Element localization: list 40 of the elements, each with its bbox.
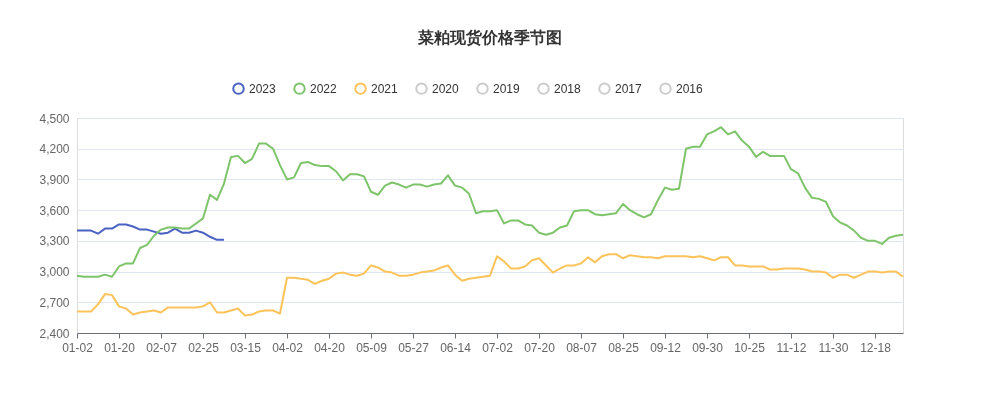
x-tick-label: 01-20 (104, 340, 136, 355)
x-tick-label: 03-15 (230, 340, 262, 355)
x-tick-label: 07-20 (524, 340, 556, 355)
x-tick-label: 04-20 (314, 340, 346, 355)
x-tick-label: 02-07 (146, 340, 178, 355)
chart-title: 菜粕现货价格季节图 (417, 29, 562, 47)
legend-label: 2022 (310, 81, 338, 96)
legend-label: 2016 (676, 81, 704, 96)
y-tick-label: 4,500 (39, 111, 70, 126)
x-tick-label: 08-07 (566, 340, 598, 355)
y-tick-label: 3,300 (39, 234, 70, 249)
x-tick-label: 11-30 (818, 340, 849, 355)
x-tick-label: 09-30 (692, 340, 724, 355)
legend-label: 2018 (554, 81, 582, 96)
x-tick-label: 02-25 (188, 340, 220, 355)
line-series (76, 126, 904, 278)
legend-label: 2023 (249, 81, 277, 96)
x-tick-label: 09-12 (650, 340, 682, 355)
y-tick-label: 3,900 (39, 172, 70, 187)
y-tick-label: 3,600 (39, 203, 70, 218)
x-tick-label: 05-27 (398, 340, 430, 355)
x-tick-label: 11-12 (776, 340, 807, 355)
x-tick-label: 07-02 (482, 340, 514, 355)
legend-label: 2021 (371, 81, 399, 96)
x-tick-label: 10-25 (734, 340, 766, 355)
x-tick-label: 01-02 (62, 340, 94, 355)
y-tick-label: 3,000 (39, 265, 70, 280)
x-tick-label: 12-18 (860, 340, 892, 355)
x-tick-label: 05-09 (356, 340, 388, 355)
line-series (76, 253, 904, 317)
legend-label: 2017 (615, 81, 643, 96)
line-series (76, 223, 225, 241)
x-tick-label: 06-14 (440, 340, 472, 355)
y-tick-label: 2,700 (39, 295, 70, 310)
x-tick-label: 04-02 (272, 340, 304, 355)
y-tick-label: 2,400 (39, 326, 70, 341)
y-tick-label: 4,200 (39, 142, 70, 157)
legend-label: 2019 (493, 81, 521, 96)
legend-label: 2020 (432, 81, 460, 96)
x-tick-label: 08-25 (608, 340, 640, 355)
